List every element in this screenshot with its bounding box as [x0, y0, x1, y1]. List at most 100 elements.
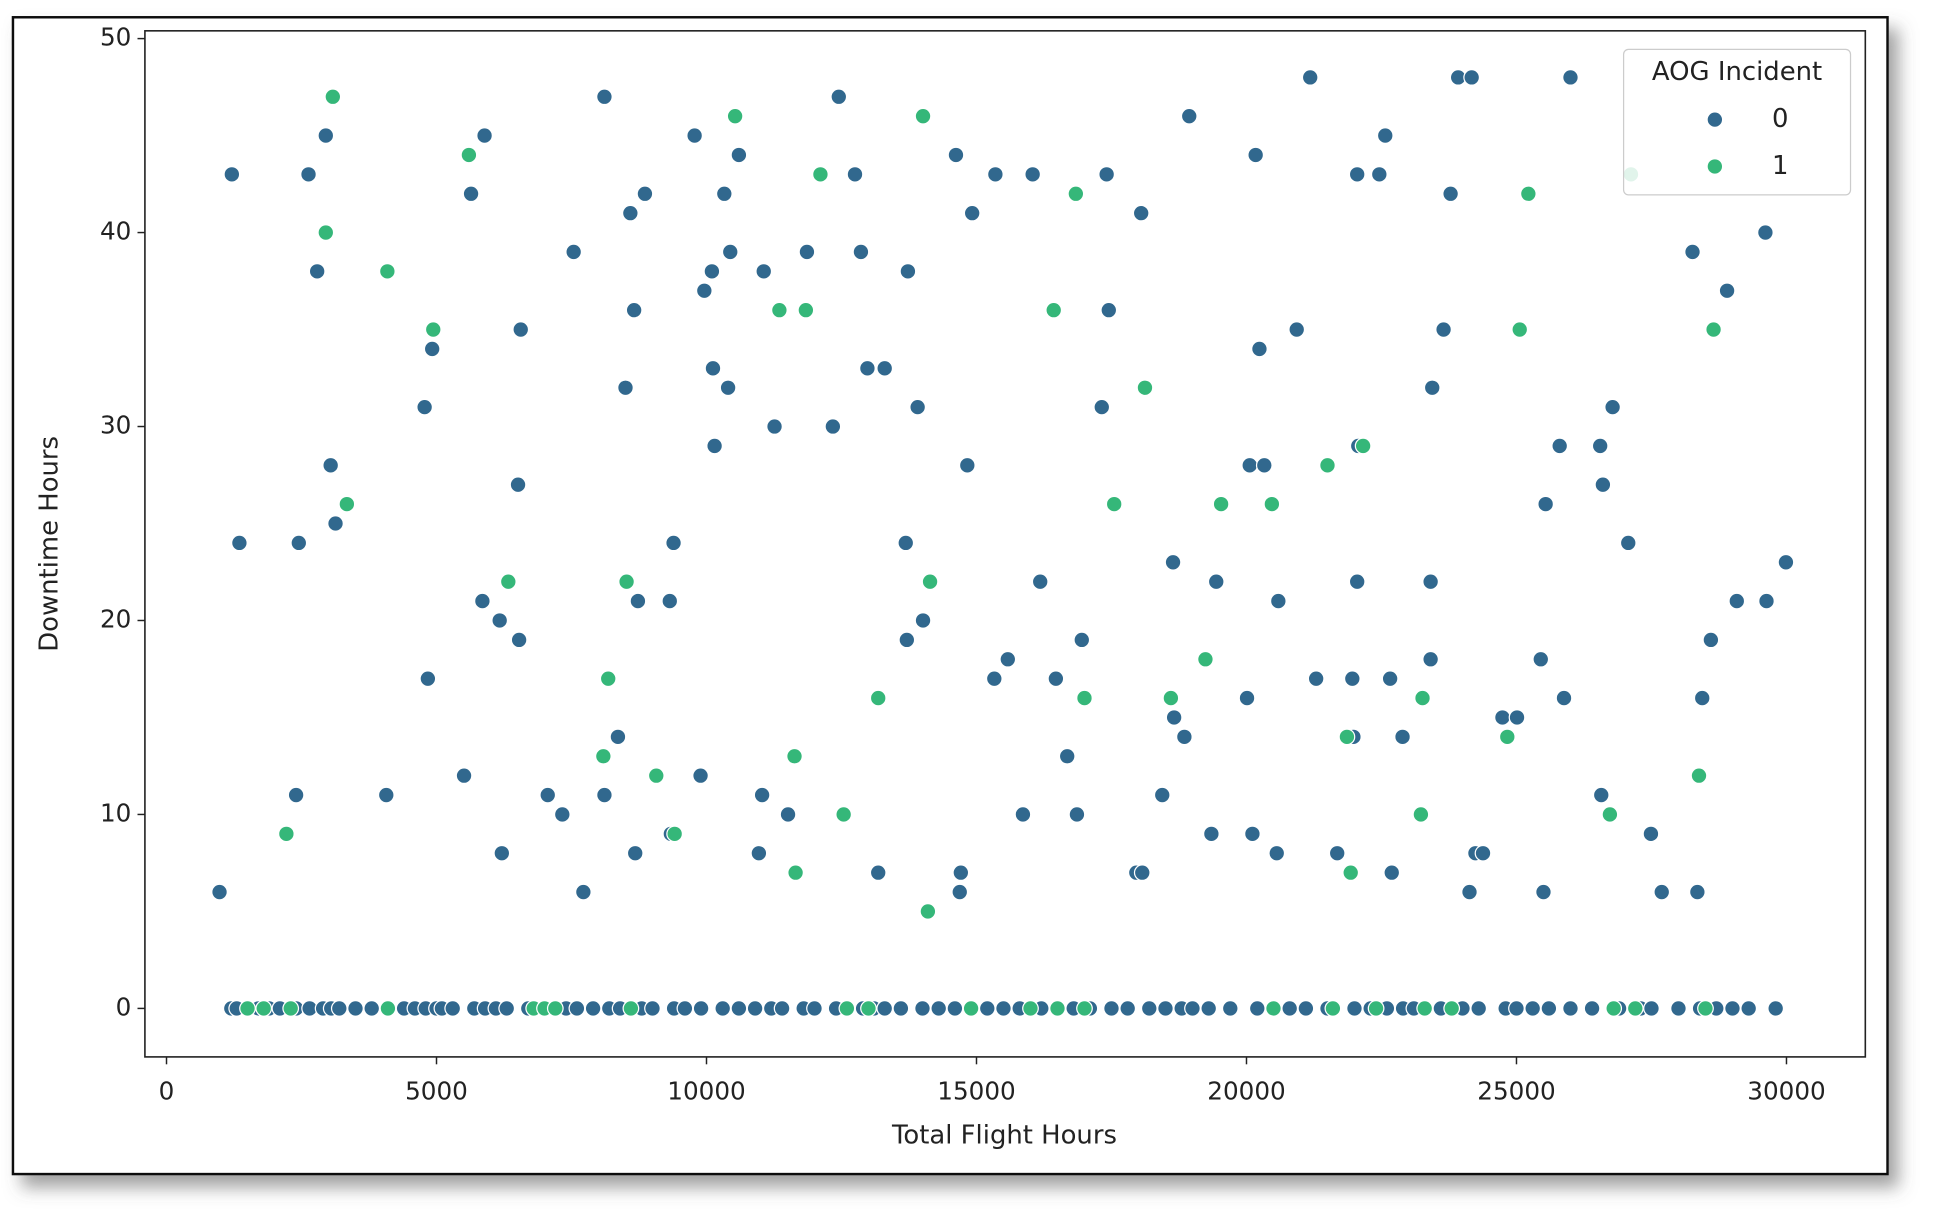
- point: [1265, 1000, 1282, 1017]
- legend-title: AOG Incident: [1652, 57, 1822, 87]
- y-tick-label: 40: [100, 217, 131, 246]
- point: [1342, 864, 1360, 882]
- point: [509, 476, 527, 494]
- point: [1591, 437, 1609, 455]
- point: [1416, 1000, 1434, 1017]
- point: [491, 612, 509, 629]
- x-tick-label: 30000: [1747, 1077, 1825, 1106]
- point: [1562, 68, 1579, 86]
- point: [1519, 185, 1537, 203]
- legend-box: [1622, 48, 1852, 196]
- point: [1423, 379, 1441, 397]
- point: [846, 165, 864, 183]
- point: [474, 592, 491, 610]
- point: [1098, 165, 1116, 183]
- point: [324, 88, 342, 106]
- point: [338, 495, 356, 513]
- point: [347, 1000, 364, 1017]
- point: [1157, 1000, 1174, 1017]
- point: [1524, 1000, 1542, 1017]
- point: [704, 359, 722, 377]
- point: [1463, 68, 1481, 86]
- point: [1022, 1000, 1039, 1017]
- point: [498, 1000, 516, 1017]
- point: [695, 282, 713, 300]
- legend: AOG Incident 0 1: [1622, 48, 1852, 196]
- point: [444, 1000, 462, 1017]
- point: [835, 806, 853, 823]
- point: [1162, 689, 1180, 707]
- point: [753, 786, 771, 804]
- point: [773, 1000, 791, 1017]
- point: [1338, 728, 1356, 746]
- point: [1297, 1000, 1315, 1017]
- y-tick-label: 20: [100, 604, 131, 633]
- point: [290, 534, 308, 552]
- point: [594, 747, 612, 765]
- point: [963, 204, 981, 222]
- point: [1740, 1000, 1758, 1017]
- point: [952, 864, 970, 882]
- point: [812, 165, 829, 183]
- point: [1758, 592, 1775, 610]
- point: [726, 107, 744, 125]
- point: [797, 301, 815, 319]
- point: [921, 573, 939, 591]
- point: [869, 864, 887, 882]
- y-tick-label: 0: [116, 992, 132, 1021]
- point: [1176, 728, 1193, 746]
- point: [322, 456, 340, 474]
- point: [239, 1000, 256, 1017]
- point: [1014, 806, 1032, 823]
- point: [1164, 553, 1182, 571]
- point: [317, 127, 335, 144]
- point: [1184, 1000, 1201, 1017]
- point: [1535, 883, 1552, 901]
- point: [1180, 107, 1198, 125]
- point: [1103, 1000, 1120, 1017]
- point: [1540, 1000, 1558, 1017]
- point: [746, 1000, 764, 1017]
- point: [510, 631, 528, 649]
- point: [665, 534, 682, 552]
- point: [1461, 883, 1478, 901]
- point: [1024, 165, 1042, 183]
- point: [626, 844, 644, 862]
- point: [1251, 340, 1268, 358]
- point: [629, 592, 647, 610]
- x-axis-label: Total Flight Hours: [891, 1120, 1117, 1150]
- point: [806, 1000, 823, 1017]
- point: [568, 1000, 586, 1017]
- point: [1076, 689, 1093, 707]
- point: [719, 379, 737, 397]
- point: [1376, 127, 1394, 144]
- point: [1718, 282, 1736, 300]
- y-tick-label: 50: [100, 23, 131, 52]
- point: [1136, 379, 1154, 397]
- point: [609, 728, 627, 746]
- point: [1263, 495, 1281, 513]
- point: [378, 262, 396, 280]
- legend-label: 1: [1772, 151, 1788, 181]
- plot-border: [144, 30, 1867, 1058]
- point: [621, 204, 639, 222]
- legend-label: 0: [1772, 104, 1788, 134]
- point: [1562, 1000, 1579, 1017]
- point: [300, 165, 317, 183]
- point: [1105, 495, 1123, 513]
- point: [1100, 301, 1118, 319]
- point: [786, 747, 803, 765]
- point: [1045, 301, 1063, 319]
- point: [1626, 1000, 1644, 1017]
- point: [860, 1000, 877, 1017]
- point: [1705, 321, 1722, 338]
- point: [714, 1000, 732, 1017]
- point: [618, 573, 635, 591]
- point: [721, 243, 739, 261]
- point: [317, 224, 335, 241]
- point: [1348, 165, 1366, 183]
- point: [947, 146, 965, 164]
- point: [1767, 1000, 1785, 1017]
- point: [787, 864, 804, 882]
